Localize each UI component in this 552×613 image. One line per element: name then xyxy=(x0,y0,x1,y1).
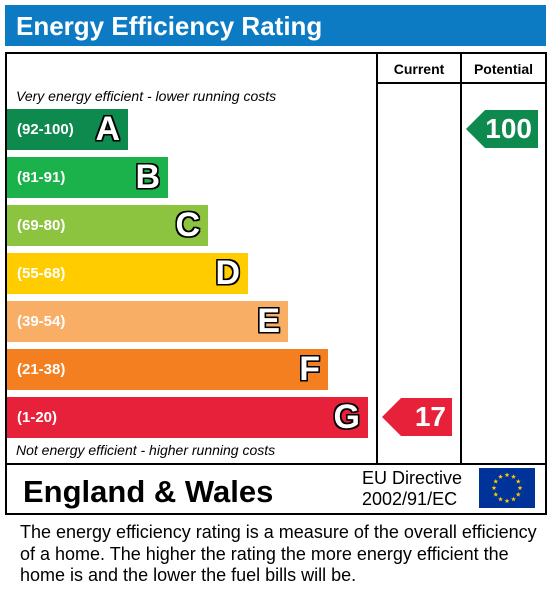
header-rule xyxy=(376,82,545,84)
band-range: (55-68) xyxy=(17,265,66,282)
flag-star xyxy=(517,485,523,491)
footer-rule xyxy=(7,463,545,465)
band-letter: D xyxy=(215,254,240,292)
band-g: (1-20) G xyxy=(7,397,368,438)
directive-label: EU Directive 2002/91/EC xyxy=(362,468,462,510)
potential-rating-arrow: 100 xyxy=(466,110,538,148)
band-range: (69-80) xyxy=(17,217,66,234)
band-d: (55-68) D xyxy=(7,253,248,294)
country-label: England & Wales xyxy=(23,474,274,509)
description-text: The energy efficiency rating is a measur… xyxy=(20,522,537,585)
flag-star xyxy=(504,472,510,478)
title-bar: Energy Efficiency Rating xyxy=(5,5,546,46)
band-b: (81-91) B xyxy=(7,157,168,198)
eu-flag-icon xyxy=(479,468,535,508)
rating-chart: Current Potential Very energy efficient … xyxy=(5,52,547,515)
divider-potential xyxy=(460,54,462,463)
band-letter: B xyxy=(135,158,160,196)
flag-star xyxy=(498,496,503,502)
top-note: Very energy efficient - lower running co… xyxy=(16,88,277,104)
flag-star xyxy=(511,474,516,479)
bottom-note: Not energy efficient - higher running co… xyxy=(16,442,276,458)
band-range: (1-20) xyxy=(17,409,58,426)
band-a: (92-100) A xyxy=(7,109,128,150)
band-letter: C xyxy=(175,206,200,244)
potential-rating-value: 100 xyxy=(485,113,532,144)
band-f: (21-38) F xyxy=(7,349,328,390)
flag-star xyxy=(498,474,503,479)
current-rating-arrow: 17 xyxy=(382,398,452,436)
flag-star xyxy=(493,491,499,497)
chart-title: Energy Efficiency Rating xyxy=(16,11,323,41)
band-c: (69-80) C xyxy=(7,205,208,246)
flag-star xyxy=(491,485,497,491)
directive-line1: EU Directive xyxy=(362,468,463,488)
band-range: (92-100) xyxy=(17,121,74,138)
current-arrow-shape xyxy=(382,398,452,436)
flag-star xyxy=(504,498,510,504)
band-letter: A xyxy=(95,110,120,148)
band-range: (39-54) xyxy=(17,313,66,330)
band-range: (21-38) xyxy=(17,361,66,378)
band-range: (81-91) xyxy=(17,169,66,186)
band-letter: F xyxy=(299,350,320,388)
band-letter: E xyxy=(257,302,280,340)
divider-current xyxy=(376,54,378,463)
flag-star xyxy=(493,478,499,484)
current-column-header: Current xyxy=(393,61,445,77)
flag-star xyxy=(515,478,521,484)
band-letter: G xyxy=(333,398,360,436)
potential-column-header: Potential xyxy=(473,61,534,77)
directive-line2: 2002/91/EC xyxy=(362,489,458,509)
potential-arrow-shape xyxy=(466,110,538,148)
band-e: (39-54) E xyxy=(7,301,288,342)
current-rating-value: 17 xyxy=(414,401,446,432)
flag-star xyxy=(515,491,521,497)
flag-star xyxy=(511,496,516,502)
